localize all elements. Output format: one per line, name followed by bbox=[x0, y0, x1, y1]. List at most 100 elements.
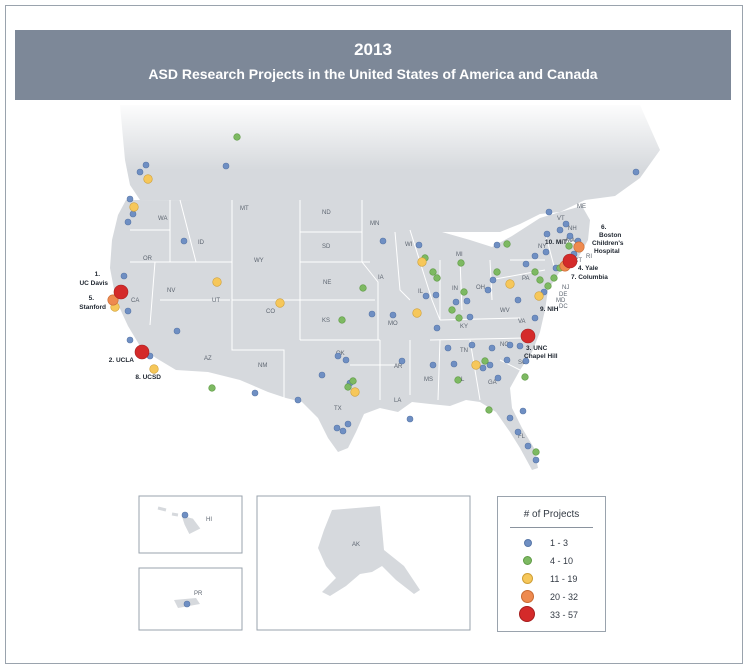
marker-4-10 bbox=[485, 406, 493, 414]
marker-33-57 bbox=[134, 344, 150, 360]
marker-1-3 bbox=[531, 314, 539, 322]
legend-dot-4-10 bbox=[523, 556, 532, 565]
state-label-nd: ND bbox=[322, 210, 331, 216]
marker-1-3 bbox=[493, 241, 501, 249]
state-label-or: OR bbox=[143, 256, 153, 262]
marker-1-3 bbox=[450, 360, 458, 368]
legend-dot-20-32 bbox=[521, 590, 534, 603]
state-label-id: ID bbox=[198, 240, 205, 246]
marker-1-3 bbox=[415, 241, 423, 249]
usa-landmass bbox=[110, 200, 590, 470]
marker-11-19 bbox=[350, 387, 360, 397]
marker-1-3 bbox=[406, 415, 414, 423]
state-label-pa: PA bbox=[522, 276, 530, 282]
marker-1-3 bbox=[466, 313, 474, 321]
state-borders bbox=[130, 199, 581, 401]
marker-1-3 bbox=[532, 456, 540, 464]
marker-1-3 bbox=[556, 226, 564, 234]
state-label-vt: VT bbox=[557, 216, 565, 222]
state-label-va: VA bbox=[518, 319, 526, 325]
marker-4-10 bbox=[455, 314, 463, 322]
state-label-ne: NE bbox=[323, 280, 331, 286]
marker-1-3 bbox=[344, 420, 352, 428]
marker-4-10 bbox=[481, 357, 489, 365]
marker-1-3 bbox=[142, 161, 150, 169]
marker-1-3 bbox=[333, 424, 341, 432]
map-subtitle: ASD Research Projects in the United Stat… bbox=[148, 66, 598, 82]
marker-4-10 bbox=[359, 284, 367, 292]
state-label-md: MD bbox=[556, 298, 566, 304]
marker-1-3 bbox=[126, 195, 134, 203]
state-label-ar: AR bbox=[394, 364, 403, 370]
state-label-oh: OH bbox=[476, 285, 485, 291]
marker-11-19 bbox=[471, 360, 481, 370]
marker-1-3 bbox=[479, 364, 487, 372]
legend-title: # of Projects bbox=[523, 509, 580, 520]
state-label-mi: MI bbox=[456, 252, 463, 258]
legend-dot-11-19 bbox=[522, 573, 533, 584]
state-label-ky: KY bbox=[460, 324, 468, 330]
marker-1-3 bbox=[251, 389, 259, 397]
legend-dot-33-57 bbox=[519, 606, 535, 622]
state-label-la: LA bbox=[394, 398, 401, 404]
state-label-mn: MN bbox=[370, 221, 379, 227]
marker-1-3 bbox=[506, 341, 514, 349]
marker-4-10 bbox=[493, 268, 501, 276]
marker-1-3 bbox=[566, 232, 574, 240]
state-label-nc: NC bbox=[500, 342, 509, 348]
marker-1-3 bbox=[120, 272, 128, 280]
legend-label: 33 - 57 bbox=[550, 610, 579, 620]
marker-4-10 bbox=[532, 448, 540, 456]
marker-1-3 bbox=[543, 230, 551, 238]
marker-1-3 bbox=[432, 291, 440, 299]
marker-11-19 bbox=[534, 291, 544, 301]
marker-1-3 bbox=[124, 307, 132, 315]
state-label-ct: CT bbox=[574, 258, 582, 264]
marker-33-57 bbox=[562, 253, 578, 269]
marker-1-3 bbox=[468, 341, 476, 349]
marker-1-3 bbox=[542, 248, 550, 256]
marker-33-57 bbox=[520, 328, 536, 344]
state-label-mo: MO bbox=[388, 321, 398, 327]
marker-1-3 bbox=[433, 324, 441, 332]
legend-divider bbox=[510, 527, 593, 528]
state-label-ny: NY bbox=[538, 244, 546, 250]
state-label-dc: DC bbox=[559, 304, 568, 310]
marker-4-10 bbox=[338, 316, 346, 324]
state-label-me: ME bbox=[577, 204, 586, 210]
marker-1-3 bbox=[368, 310, 376, 318]
project-markers bbox=[107, 133, 640, 608]
state-label-co: CO bbox=[266, 309, 275, 315]
state-label-sd: SD bbox=[322, 244, 331, 250]
marker-1-3 bbox=[506, 414, 514, 422]
marker-1-3 bbox=[494, 374, 502, 382]
marker-1-3 bbox=[444, 344, 452, 352]
marker-4-10 bbox=[349, 377, 357, 385]
marker-1-3 bbox=[524, 442, 532, 450]
marker-1-3 bbox=[516, 342, 524, 350]
marker-4-10 bbox=[454, 376, 462, 384]
legend-box: # of Projects 1 - 3 4 - 10 11 - 19 20 - … bbox=[497, 496, 606, 632]
alaska-shape bbox=[318, 506, 420, 596]
city-label-boston: Boston bbox=[599, 232, 621, 239]
state-label-nm: NM bbox=[258, 363, 267, 369]
state-label-de: DE bbox=[559, 292, 567, 298]
marker-11-19 bbox=[149, 364, 159, 374]
state-label-wa: WA bbox=[158, 216, 167, 222]
legend-dot-1-3 bbox=[524, 539, 532, 547]
marker-4-10 bbox=[503, 240, 511, 248]
city-label-yale: 4. Yale bbox=[578, 265, 599, 272]
marker-1-3 bbox=[294, 396, 302, 404]
state-label-ms: MS bbox=[424, 377, 433, 383]
city-label-hospital: Hospital bbox=[594, 248, 620, 255]
state-label-ga: GA bbox=[488, 380, 497, 386]
marker-11-19 bbox=[275, 298, 285, 308]
marker-1-3 bbox=[452, 298, 460, 306]
state-label-ma: MA bbox=[566, 238, 575, 244]
marker-1-3 bbox=[222, 162, 230, 170]
legend-label: 20 - 32 bbox=[550, 592, 579, 602]
marker-1-3 bbox=[318, 371, 326, 379]
marker-1-3 bbox=[522, 357, 530, 365]
state-label-nv: NV bbox=[167, 288, 175, 294]
marker-4-10 bbox=[544, 282, 552, 290]
